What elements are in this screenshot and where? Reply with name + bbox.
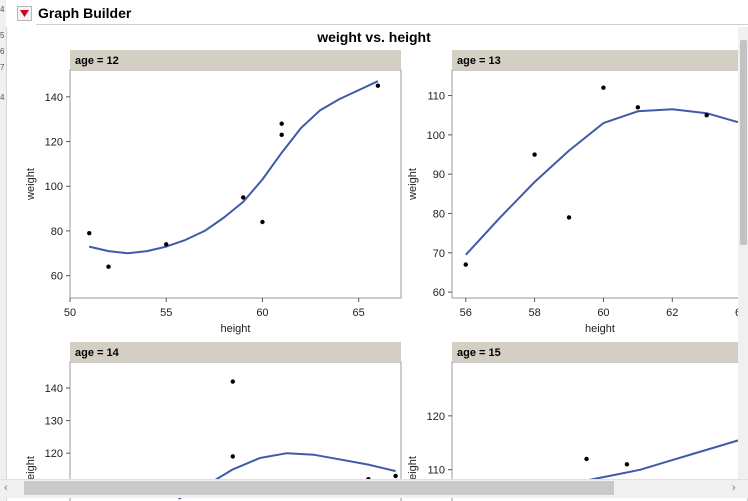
y-tick-label: 90 — [433, 169, 445, 181]
y-axis-label: weight — [407, 168, 419, 201]
y-tick-label: 100 — [45, 181, 63, 193]
x-tick-label: 62 — [666, 307, 678, 319]
panel-label: age = 13 — [457, 55, 501, 67]
plot-frame — [451, 69, 748, 299]
x-tick-label: 50 — [64, 307, 76, 319]
y-tick-label: 60 — [433, 287, 445, 299]
red-triangle-icon — [20, 10, 29, 17]
data-point — [532, 152, 537, 157]
data-point — [106, 264, 111, 269]
x-axis-label: height — [585, 323, 615, 335]
data-point — [164, 242, 169, 247]
y-tick-label: 100 — [427, 130, 445, 142]
panel-label: age = 15 — [457, 347, 501, 359]
x-tick-label: 60 — [256, 307, 268, 319]
x-tick-label: 65 — [353, 307, 365, 319]
y-tick-label: 140 — [45, 92, 63, 104]
red-triangle-menu-button[interactable] — [17, 6, 32, 21]
smoother-line — [88, 80, 379, 255]
chart-title: weight vs. height — [317, 29, 431, 45]
graph-builder-header — [6, 0, 748, 27]
y-tick-label: 120 — [45, 137, 63, 149]
data-point — [230, 454, 235, 459]
panel-label: age = 12 — [75, 55, 119, 67]
row-number: 6 — [0, 47, 5, 56]
data-point — [704, 113, 709, 118]
vertical-scrollbar-thumb[interactable] — [740, 40, 747, 245]
panel-header — [452, 50, 748, 69]
data-point — [260, 219, 265, 225]
row-number: 4 — [0, 5, 5, 14]
row-number: 5 — [0, 31, 5, 40]
y-tick-label: 110 — [427, 91, 445, 103]
scroll-right-arrow-icon[interactable]: › — [732, 482, 736, 494]
data-point — [230, 379, 235, 384]
plot-marks — [87, 80, 381, 269]
data-point — [279, 121, 284, 126]
data-point — [463, 262, 468, 267]
plot-frame — [69, 69, 402, 299]
horizontal-scrollbar-thumb[interactable] — [24, 481, 614, 495]
row-number: 4 — [0, 93, 5, 102]
y-axis-label: weight — [25, 168, 37, 201]
data-point — [393, 473, 398, 479]
header-divider — [36, 24, 748, 25]
smoother-line — [465, 108, 742, 256]
vertical-scrollbar[interactable] — [738, 27, 748, 479]
y-tick-label: 70 — [433, 248, 445, 260]
data-point — [635, 105, 641, 110]
data-point — [584, 456, 589, 462]
data-point — [87, 230, 92, 236]
panel-header — [70, 342, 401, 361]
data-point — [375, 83, 381, 88]
y-tick-label: 130 — [45, 416, 63, 428]
y-tick-label: 80 — [433, 208, 445, 220]
row-number: 7 — [0, 63, 5, 72]
data-point — [624, 462, 630, 467]
y-tick-label: 60 — [51, 271, 63, 283]
data-point — [566, 215, 572, 220]
panel-header — [70, 50, 401, 69]
plot-frame — [69, 361, 402, 501]
panel-header — [452, 342, 748, 361]
y-tick-label: 120 — [427, 411, 445, 423]
data-point — [601, 85, 606, 90]
plot-marks — [463, 85, 742, 267]
panel-label: age = 14 — [75, 347, 120, 359]
scroll-left-arrow-icon[interactable]: ‹ — [4, 482, 8, 494]
data-point — [279, 132, 284, 138]
x-tick-label: 56 — [460, 307, 472, 319]
x-tick-label: 55 — [160, 307, 172, 319]
x-tick-label: 60 — [597, 307, 609, 319]
x-tick-label: 58 — [528, 307, 540, 319]
data-point — [240, 195, 246, 200]
app-title: Graph Builder — [38, 5, 132, 21]
y-tick-label: 120 — [45, 448, 63, 460]
y-tick-label: 110 — [427, 465, 445, 477]
y-tick-label: 140 — [45, 383, 63, 395]
x-axis-label: height — [221, 323, 251, 335]
row-number-strip: 4 5 6 7 4 — [0, 0, 7, 501]
y-tick-label: 80 — [51, 226, 63, 238]
